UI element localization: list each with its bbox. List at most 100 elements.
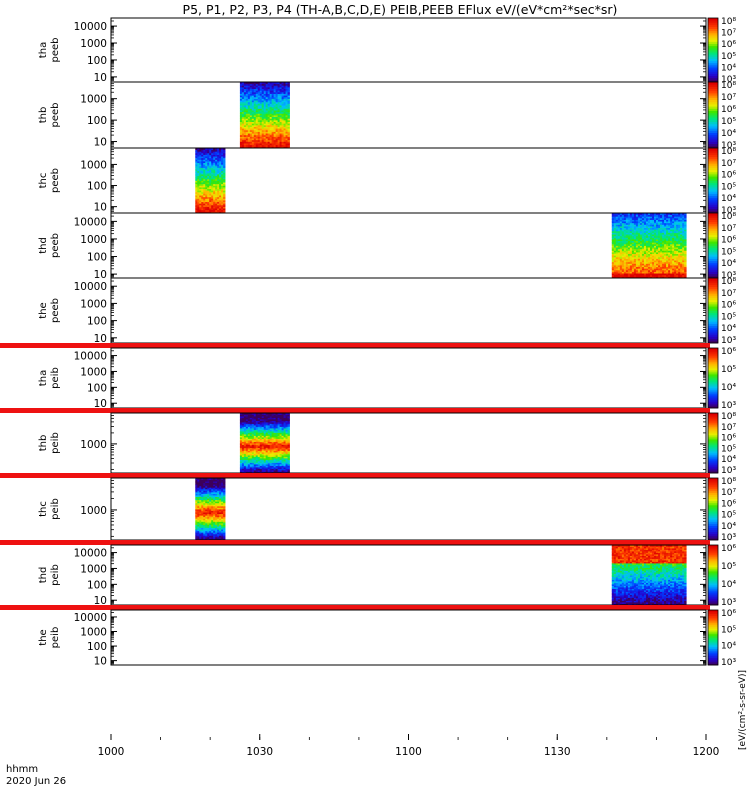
colorbar-tick-label: 10³ [721, 141, 736, 151]
y-tick-label: 10 [94, 202, 107, 214]
y-tick-label: 10 [94, 333, 107, 345]
y-axis-probe-label: thd [38, 237, 49, 254]
figure-title: P5, P1, P2, P3, P4 (TH-A,B,C,D,E) PEIB,P… [183, 2, 618, 17]
y-axis-sensor-label: peib [50, 564, 61, 586]
colorbar-tick-label: 10⁶ [721, 609, 736, 619]
y-axis-sensor-label: peib [50, 498, 61, 520]
colorbar-tick-label: 10⁶ [721, 171, 736, 181]
colorbar-tick-label: 10⁷ [721, 289, 736, 299]
colorbar-tick-label: 10⁴ [721, 129, 736, 139]
y-axis-sensor-label: peib [50, 627, 61, 649]
y-tick-label: 100 [87, 252, 107, 264]
colorbar-tick-label: 10⁴ [721, 642, 736, 652]
colorbar-tick-label: 10³ [721, 75, 736, 85]
y-tick-label: 10 [94, 398, 107, 410]
y-tick-label: 1000 [80, 159, 107, 171]
x-tick-label: 1100 [395, 746, 422, 758]
colorbar-tick-label: 10⁵ [721, 365, 736, 375]
x-tick-label: 1030 [246, 746, 273, 758]
y-tick-label: 100 [87, 641, 107, 653]
spectrogram-block-thc-peib-0 [195, 478, 226, 540]
plot-frame-the-peib [110, 609, 707, 666]
y-tick-label: 10 [94, 72, 107, 84]
colorbar-tick-label: 10⁶ [721, 434, 736, 444]
spectrogram-block-thd-peib-0 [611, 545, 687, 605]
plot-frame-thb-peeb [110, 81, 707, 149]
colorbar-tick-label: 10³ [721, 206, 736, 216]
colorbar-thb-peeb: 10⁸ 10⁷ 10⁶ 10⁵ 10⁴ 10³ [707, 81, 736, 151]
y-tick-label: 10000 [74, 351, 107, 363]
colorbar-tick-label: 10⁷ [721, 423, 736, 433]
y-tick-label: 10000 [74, 281, 107, 293]
colorbar-tick-label: 10⁵ [721, 444, 736, 454]
colorbar-tick-label: 10⁵ [721, 52, 736, 62]
colorbar-tick-label: 10⁴ [721, 324, 736, 334]
colorbar-tick-label: 10⁶ [721, 40, 736, 50]
fill-band-thb-peib [0, 408, 710, 413]
y-tick-label: 10000 [74, 216, 107, 228]
y-tick-label: 10 [94, 595, 107, 607]
colorbar-tick-label: 10⁴ [721, 194, 736, 204]
y-tick-label: 1000 [80, 627, 107, 639]
spectrogram-block-thc-peeb-0 [195, 148, 226, 213]
y-tick-label: 1000 [80, 505, 107, 517]
spectrogram-block-thb-peib-0 [239, 413, 290, 473]
y-axis-sensor-label: peeb [50, 38, 61, 63]
colorbar-tick-label: 10³ [721, 658, 736, 668]
colorbar-tick-label: 10³ [721, 466, 736, 476]
colorbar-tick-label: 10⁷ [721, 29, 736, 39]
colorbar-tick-label: 10⁵ [721, 562, 736, 572]
colorbar-tick-label: 10⁸ [721, 81, 736, 91]
plot-frame-the-peeb [110, 277, 707, 344]
x-axis: 1000 1030 1100 1130 1200 [eV/(cm²-s-sr-eV)] [98, 670, 748, 758]
colorbar-tick-label: 10⁵ [721, 511, 736, 521]
y-axis-sensor-label: peib [50, 367, 61, 389]
colorbar-tick-label: 10⁸ [721, 477, 736, 487]
y-tick-label: 1000 [80, 38, 107, 50]
y-axis-sensor-label: peib [50, 432, 61, 454]
colorbar-tick-label: 10⁸ [721, 212, 736, 222]
y-axis-probe-label: tha [38, 42, 49, 58]
colorbar-tick-label: 10⁷ [721, 93, 736, 103]
y-tick-label: 1000 [80, 298, 107, 310]
y-tick-label: 10000 [74, 612, 107, 624]
colorbar-tick-label: 10⁶ [721, 301, 736, 311]
colorbar-tick-label: 10⁶ [721, 236, 736, 246]
y-axis-probe-label: thb [38, 435, 49, 452]
y-tick-label: 1000 [80, 94, 107, 106]
y-tick-label: 100 [87, 181, 107, 193]
colorbar-tick-label: 10⁵ [721, 247, 736, 257]
colorbar-tick-label: 10⁴ [721, 455, 736, 465]
y-tick-label: 10 [94, 137, 107, 149]
y-tick-label: 1000 [80, 366, 107, 378]
spectrogram-block-thb-peeb-0 [239, 82, 290, 148]
fill-band-thd-peib [0, 540, 710, 545]
x-tick-label: 1130 [544, 746, 571, 758]
date-label: 2020 Jun 26 [6, 776, 66, 787]
colorbar-tick-label: 10⁶ [721, 105, 736, 115]
plot-frame-tha-peeb [110, 17, 707, 83]
panel-thb-peeb: 10 100 1000 thb peeb 10⁸ 10⁷ 10⁶ 10⁵ 10⁴ 10³ [38, 81, 736, 151]
colorbar-tick-label: 10³ [721, 401, 736, 411]
colorbar-tick-label: 10⁵ [721, 312, 736, 322]
y-tick-label: 1000 [80, 439, 107, 451]
colorbar-tick-label: 10³ [721, 533, 736, 543]
colorbar-tick-label: 10⁸ [721, 17, 736, 27]
colorbar-thd-peib: 10⁶ 10⁵ 10⁴ 10³ [707, 544, 736, 608]
y-axis-probe-label: thc [38, 501, 49, 517]
plot-frame-tha-peib [110, 347, 707, 409]
y-tick-label: 100 [87, 55, 107, 67]
colorbar-tick-label: 10⁸ [721, 412, 736, 422]
y-axis-probe-label: the [38, 629, 49, 645]
plot-frame-thb-peib [110, 412, 707, 474]
y-axis-probe-label: thb [38, 107, 49, 124]
y-tick-label: 1000 [80, 563, 107, 575]
colorbar-tick-label: 10⁴ [721, 522, 736, 532]
colorbar-tick-label: 10⁴ [721, 259, 736, 269]
